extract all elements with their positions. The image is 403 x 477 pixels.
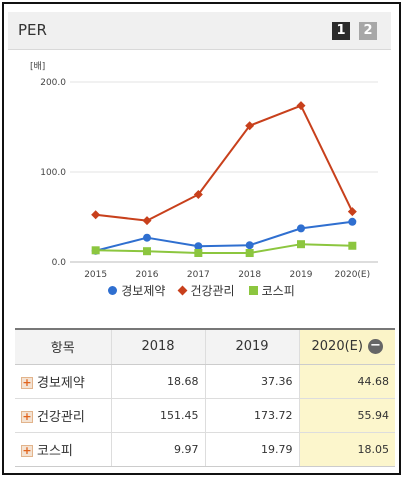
value-cell: 151.45 [110,398,205,433]
series-line-1 [95,104,354,222]
legend-item-2: 코스피 [248,281,295,299]
legend-label-1: 건강관리 [190,283,235,298]
data-point-circle [143,233,151,242]
row-label-cell: + 코스피 [15,432,111,467]
header-2020e-label: 2020(E) [311,339,363,355]
legend-item-1: 건강관리 [177,281,235,299]
data-point-diamond [142,216,152,226]
legend-label-2: 코스피 [261,283,295,298]
header-2020e: 2020(E) − [298,330,395,365]
row-label-cell: + 건강관리 [15,398,111,433]
data-point-circle [297,224,305,233]
chart-svg: [배] 0.0 100.0 200.0 2015 2016 2017 2018 2019 2020… [30,61,378,280]
page-2-button[interactable]: 2 [359,22,377,40]
per-line-chart: [배] 0.0 100.0 200.0 2015 2016 2017 2018 2019 2020… [8,52,391,302]
y-unit-label: [배] [30,61,45,72]
expand-plus-icon[interactable]: + [21,410,33,423]
value-cell-highlight: 55.94 [298,398,395,433]
y-tick-label: 0.0 [52,258,67,268]
value-cell: 173.72 [204,398,299,433]
table-row: + 경보제약 18.68 37.36 44.68 [15,364,395,399]
x-tick-label: 2019 [290,270,313,280]
data-point-square [348,241,357,250]
value-cell-highlight: 18.05 [298,432,395,467]
expand-plus-icon[interactable]: + [21,444,33,457]
data-point-circle [348,217,357,226]
legend-label-0: 경보제약 [121,283,166,298]
data-point-square [91,246,100,255]
x-tick-label: 2018 [238,270,261,280]
table-row: + 건강관리 151.45 173.72 55.94 [15,398,395,433]
legend-circle-icon [108,285,118,295]
table-row: + 코스피 9.97 19.79 18.05 [15,432,395,467]
legend-diamond-icon [177,285,188,295]
x-tick-label: 2020(E) [335,270,371,280]
data-point-diamond [91,210,101,220]
value-cell: 19.79 [204,432,299,467]
widget-title: PER [18,21,47,39]
page-1-button[interactable]: 1 [332,22,350,40]
table-top-rule [15,328,395,330]
series-line-2 [95,243,353,255]
data-point-diamond [347,207,357,217]
x-tick-label: 2016 [136,270,159,280]
table-header-row: 항목 2018 2019 2020(E) − [15,330,395,365]
data-point-circle [245,241,254,250]
per-table: 항목 2018 2019 2020(E) − + 경보제약 18.68 37.36 … [15,330,395,467]
chart-legend: 경보제약 건강관리 코스피 [0,281,403,299]
data-point-square [297,240,305,249]
data-point-square [194,249,203,257]
data-point-square [143,247,151,256]
expand-plus-icon[interactable]: + [21,376,33,389]
value-cell: 9.97 [110,432,205,467]
collapse-minus-icon[interactable]: − [367,339,383,355]
legend-square-icon [248,285,258,295]
row-label: 경보제약 [37,375,85,391]
series-line-0 [95,220,353,252]
row-label: 건강관리 [37,409,85,425]
value-cell: 37.36 [204,364,299,399]
header-item: 항목 [15,330,111,365]
data-point-diamond [296,101,306,111]
x-tick-label: 2017 [187,270,210,280]
header-2019: 2019 [204,330,299,365]
legend-item-0: 경보제약 [108,281,165,299]
x-tick-label: 2015 [84,270,107,280]
data-point-diamond [245,121,255,131]
header-2018: 2018 [110,330,205,365]
y-tick-label: 100.0 [40,168,66,178]
data-point-circle [194,242,203,251]
value-cell: 18.68 [110,364,205,399]
widget-header: PER 1 2 [8,12,391,50]
row-label-cell: + 경보제약 [15,364,111,399]
value-cell-highlight: 44.68 [298,364,395,399]
data-point-diamond [193,190,203,199]
row-label: 코스피 [37,443,73,459]
y-tick-label: 200.0 [40,78,66,88]
data-point-square [245,249,254,258]
